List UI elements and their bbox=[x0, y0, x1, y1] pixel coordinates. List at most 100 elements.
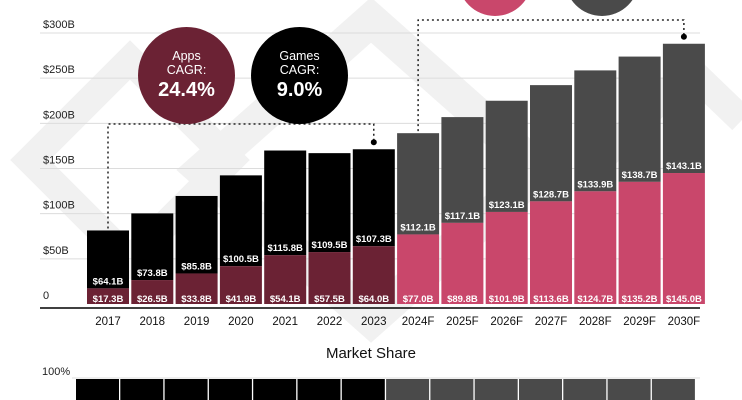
bar-apps bbox=[662, 173, 705, 304]
games-value-label: $85.8B bbox=[181, 261, 212, 272]
market-share-title: Market Share bbox=[325, 345, 417, 362]
x-tick-label: 2028F bbox=[579, 316, 612, 328]
apps-cagr-badge: Apps CAGR: 24.4% bbox=[138, 27, 235, 124]
market-share-bar bbox=[386, 379, 430, 400]
apps-cagr-line1: Apps bbox=[172, 48, 201, 63]
bar-apps bbox=[131, 280, 174, 304]
games-cagr-line2: CAGR: bbox=[279, 63, 320, 77]
watermark-diamond bbox=[10, 40, 250, 280]
watermark-diamond bbox=[176, 0, 566, 343]
games-value-label: $107.3B bbox=[356, 234, 392, 245]
games-value-label: $100.5B bbox=[223, 254, 259, 265]
y-tick-label: $250B bbox=[43, 64, 75, 76]
bar-games bbox=[264, 150, 307, 256]
market-share-bar bbox=[430, 379, 474, 400]
cagr-connectors bbox=[107, 19, 687, 229]
x-tick-label: 2025F bbox=[446, 316, 479, 328]
y-tick-label: $100B bbox=[43, 200, 75, 212]
x-tick-label: 2023 bbox=[361, 316, 387, 328]
bar-games bbox=[574, 70, 617, 192]
connector-dot bbox=[370, 139, 377, 146]
market-share-bar bbox=[519, 379, 562, 400]
bar-games bbox=[397, 133, 440, 235]
games-value-label: $128.7B bbox=[533, 189, 569, 200]
apps-value-label: $113.6B bbox=[533, 294, 569, 305]
bar-games bbox=[352, 149, 395, 247]
apps-value-label: $17.3B bbox=[93, 294, 124, 305]
market-share-bar bbox=[208, 379, 252, 400]
x-tick-label: 2027F bbox=[535, 316, 568, 328]
y-tick-label: 0 bbox=[43, 290, 49, 302]
y-tick-label: $150B bbox=[43, 155, 75, 167]
bar-apps bbox=[175, 273, 218, 304]
bar-apps bbox=[530, 201, 572, 304]
market-share-bar bbox=[253, 379, 297, 400]
games-value-label: $117.1B bbox=[445, 211, 481, 222]
bar-games bbox=[485, 100, 528, 212]
x-tick-label: 2026F bbox=[490, 316, 523, 328]
bar-apps bbox=[485, 211, 528, 304]
bar-apps bbox=[264, 255, 307, 304]
bar-apps bbox=[441, 222, 484, 304]
games-value-label: $115.8B bbox=[267, 243, 303, 254]
market-share-bar bbox=[563, 379, 607, 400]
apps-cagr-line2: CAGR: bbox=[166, 63, 207, 77]
x-tick-label: 2024F bbox=[402, 316, 435, 328]
apps-value-label: $135.2B bbox=[622, 294, 658, 305]
games-cagr-badge: Games CAGR: 9.0% bbox=[251, 27, 348, 124]
x-tick-label: 2022 bbox=[317, 316, 343, 328]
bar-games bbox=[530, 85, 572, 202]
games-value-label: $73.8B bbox=[137, 268, 168, 279]
bar-apps bbox=[219, 266, 262, 304]
games-value-label: $143.1B bbox=[666, 161, 702, 172]
apps-value-label: $41.9B bbox=[226, 294, 257, 305]
bar-games bbox=[441, 117, 484, 223]
apps-value-label: $33.8B bbox=[181, 294, 212, 305]
market-share-bar bbox=[341, 379, 385, 400]
apps-value-label: $26.5B bbox=[137, 294, 168, 305]
x-tick-label: 2019 bbox=[184, 316, 210, 328]
market-share-bar bbox=[76, 379, 119, 400]
market-share-100-label: 100% bbox=[42, 366, 71, 378]
apps-value-label: $54.1B bbox=[270, 294, 301, 305]
y-tick-label: $300B bbox=[43, 19, 75, 31]
bar-apps bbox=[352, 246, 395, 304]
games-cagr-value: 9.0% bbox=[276, 79, 323, 102]
games-value-label: $123.1B bbox=[489, 200, 525, 211]
market-share-bar bbox=[164, 379, 208, 400]
games-value-label: $138.7B bbox=[622, 170, 658, 181]
apps-value-label: $64.0B bbox=[358, 294, 389, 305]
bar-apps bbox=[618, 181, 661, 304]
apps-value-label: $124.7B bbox=[577, 294, 613, 305]
bar-games bbox=[131, 213, 174, 281]
y-tick-label: $50B bbox=[43, 245, 69, 257]
games-value-label: $109.5B bbox=[312, 240, 348, 251]
connector-dot bbox=[680, 33, 687, 40]
x-axis: 2017 2018 2019 2020 2021 2022 2023 2024F 2025F 20… bbox=[95, 316, 700, 328]
games-value-label: $112.1B bbox=[400, 222, 436, 233]
bar-games bbox=[175, 195, 218, 274]
x-tick-label: 2020 bbox=[228, 316, 254, 328]
x-tick-label: 2017 bbox=[95, 316, 121, 328]
bar-games bbox=[618, 56, 661, 182]
games-value-label: $133.9B bbox=[577, 179, 613, 190]
x-tick-label: 2029F bbox=[623, 316, 656, 328]
apps-value-label: $145.0B bbox=[666, 294, 702, 305]
x-tick-label: 2021 bbox=[272, 316, 298, 328]
games-value-label: $64.1B bbox=[93, 276, 124, 287]
apps-value-label: $89.8B bbox=[447, 294, 478, 305]
y-tick-label: $200B bbox=[43, 109, 75, 121]
x-tick-label: 2030F bbox=[668, 316, 701, 328]
bar-games bbox=[662, 43, 705, 174]
bar-apps bbox=[87, 288, 129, 304]
apps-value-label: $101.9B bbox=[489, 294, 525, 305]
bar-apps bbox=[308, 252, 351, 304]
bar-games bbox=[219, 175, 262, 267]
market-share-bar bbox=[120, 379, 164, 400]
bar-games bbox=[87, 230, 129, 289]
market-share-bar bbox=[651, 379, 695, 400]
apps-value-label: $77.0B bbox=[403, 294, 434, 305]
market-share-bar bbox=[474, 379, 518, 400]
market-share-bar bbox=[607, 379, 651, 400]
